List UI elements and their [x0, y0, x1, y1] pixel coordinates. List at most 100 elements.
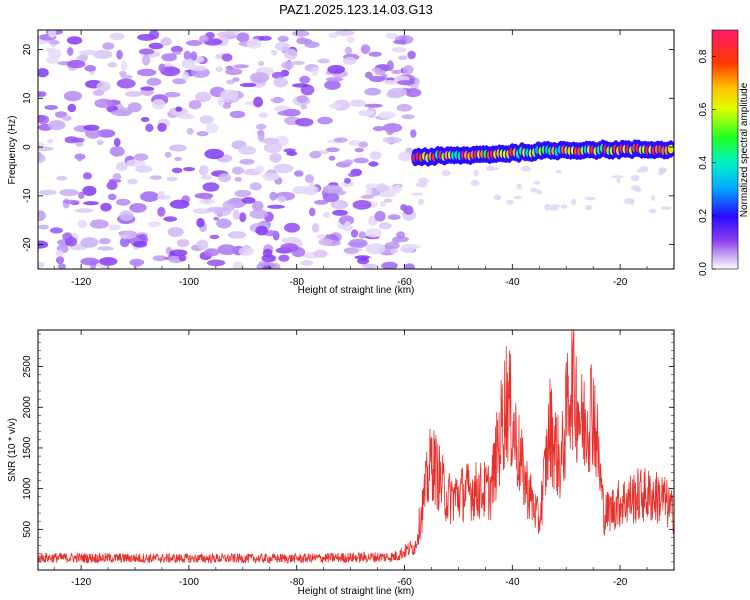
noise-cell [206, 206, 226, 213]
noise-cell [255, 225, 268, 236]
noise-cell [349, 100, 366, 107]
noise-cell [198, 199, 216, 205]
noise-cell [374, 69, 386, 76]
noise-cell [82, 172, 92, 180]
noise-cell [106, 181, 118, 190]
noise-cell [378, 111, 396, 119]
noise-cell [358, 231, 366, 239]
noise-cell [231, 166, 244, 175]
noise-cell [133, 241, 148, 248]
noise-cell [369, 151, 382, 160]
noise-cell [172, 51, 182, 56]
noise-cell [201, 175, 212, 180]
noise-cell [215, 66, 224, 73]
noise-cell [157, 122, 167, 132]
noise-cell [83, 124, 100, 131]
noise-cell [66, 36, 83, 45]
noise-cell [313, 249, 328, 258]
noise-cell [112, 173, 122, 181]
noise-cell [168, 144, 187, 152]
noise-cell [358, 141, 368, 148]
noise-cell [372, 126, 385, 132]
snr-y-ticks: 500 1000 1500 2000 2500 [22, 333, 674, 563]
noise-cell [44, 105, 59, 110]
snr-y-label: SNR (10 * v/v) [7, 418, 18, 482]
noise-cell [555, 169, 562, 174]
noise-cell [164, 151, 172, 158]
spectrogram-x-ticks: -120 -100 -80 -60 -40 -20 [53, 30, 675, 288]
noise-cell [127, 178, 138, 185]
noise-cell [100, 202, 112, 212]
noise-cell [393, 39, 407, 45]
noise-cell [127, 102, 142, 113]
noise-cell [417, 198, 425, 206]
spectrogram-cells [38, 30, 674, 269]
noise-cell [636, 169, 648, 173]
noise-cell [186, 127, 194, 135]
noise-cell [195, 208, 207, 214]
noise-cell [89, 219, 109, 229]
x-tick-label: -100 [179, 277, 199, 288]
noise-cell [202, 182, 220, 192]
noise-cell [239, 212, 247, 223]
noise-cell [325, 147, 340, 153]
noise-cell [536, 189, 542, 195]
noise-cell [238, 247, 254, 256]
noise-cell [206, 259, 226, 267]
noise-cell [374, 210, 386, 222]
noise-cell [195, 91, 212, 103]
noise-cell [275, 41, 291, 52]
noise-cell [411, 192, 423, 196]
noise-cell [292, 60, 305, 65]
noise-cell [216, 31, 236, 38]
noise-cell [38, 240, 49, 249]
noise-cell [67, 103, 77, 113]
noise-cell [393, 184, 402, 194]
snr-x-label: Height of straight line (km) [298, 586, 415, 597]
noise-cell [158, 63, 166, 73]
noise-cell [651, 195, 656, 201]
noise-cell [398, 55, 408, 60]
noise-cell [84, 65, 97, 72]
noise-cell [227, 231, 247, 239]
noise-cell [234, 177, 242, 182]
noise-cell [108, 224, 121, 231]
noise-cell [169, 199, 190, 209]
noise-cell [277, 110, 293, 116]
noise-cell [400, 204, 408, 211]
y-tick-label: 2000 [22, 396, 33, 419]
noise-cell [273, 163, 294, 174]
noise-cell [396, 231, 406, 240]
noise-cell [38, 189, 57, 196]
noise-cell [391, 47, 407, 53]
noise-cell [258, 35, 272, 41]
noise-cell [145, 123, 154, 132]
noise-cell [322, 192, 340, 203]
noise-cell [125, 91, 143, 97]
noise-cell [239, 82, 257, 88]
noise-cell [270, 49, 278, 56]
noise-cell [520, 165, 532, 172]
noise-cell [311, 223, 320, 233]
noise-cell [308, 207, 316, 217]
noise-cell [209, 234, 220, 240]
noise-cell [172, 78, 187, 85]
noise-cell [323, 212, 331, 219]
noise-cell [66, 59, 86, 69]
y-tick-label: -20 [22, 237, 33, 252]
noise-cell [275, 135, 289, 147]
noise-cell [161, 53, 177, 62]
snr-frame [37, 329, 675, 571]
noise-cell [152, 255, 167, 262]
x-tick-label: -100 [179, 577, 199, 588]
noise-cell [171, 45, 183, 53]
noise-cell [570, 198, 577, 206]
noise-cell [324, 80, 341, 90]
noise-cell [263, 142, 283, 153]
noise-cell [316, 234, 326, 239]
noise-cell [304, 41, 320, 48]
noise-cell [239, 158, 255, 165]
spectrogram-y-ticks: -20 -10 0 10 20 [22, 44, 674, 252]
noise-cell [109, 146, 125, 157]
